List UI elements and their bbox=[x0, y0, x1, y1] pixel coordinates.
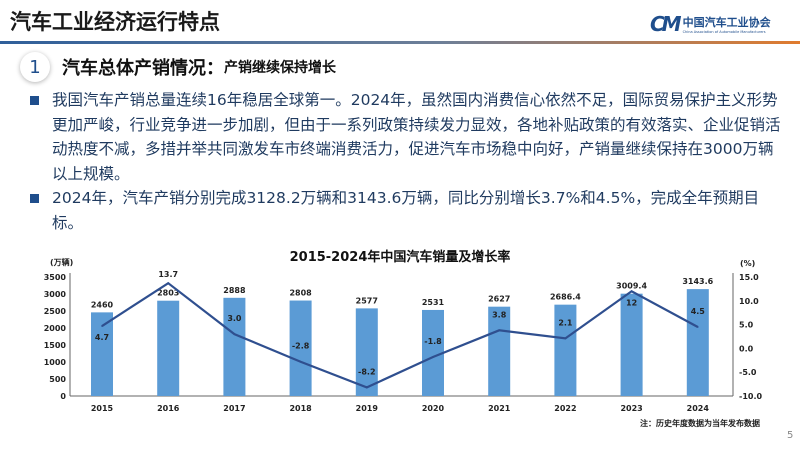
x-tick-label: 2016 bbox=[157, 404, 180, 413]
caam-logo-mark-icon: CM bbox=[650, 12, 682, 36]
bar bbox=[488, 306, 511, 396]
x-tick-label: 2020 bbox=[422, 404, 445, 413]
line-point bbox=[167, 282, 169, 284]
bar-value-label: 2803 bbox=[157, 289, 179, 298]
header-divider bbox=[0, 41, 800, 44]
bullet-item: 我国汽车产销总量连续16年稳居全球第一。2024年，虽然国内消费信心依然不足，国… bbox=[26, 88, 786, 186]
bar-value-label: 3009.4 bbox=[616, 282, 647, 291]
section-subheading: 产销继续保持增长 bbox=[224, 60, 336, 76]
x-tick-label: 2017 bbox=[223, 404, 245, 413]
bullet-item: 2024年，汽车产销分别完成3128.2万辆和3143.6万辆，同比分别增长3.… bbox=[26, 186, 786, 235]
right-tick-label: 5.0 bbox=[739, 321, 754, 330]
bar-value-label: 3143.6 bbox=[682, 277, 713, 286]
bar bbox=[223, 297, 246, 396]
left-tick-label: 1500 bbox=[44, 341, 67, 350]
bar bbox=[422, 309, 444, 396]
line-value-label: 3.8 bbox=[492, 310, 507, 319]
left-tick-label: 0 bbox=[60, 392, 66, 401]
growth-rate-line bbox=[101, 281, 699, 389]
bullet-square-icon bbox=[30, 96, 39, 105]
left-tick-label: 500 bbox=[49, 375, 66, 384]
line-point bbox=[233, 333, 236, 335]
bar bbox=[554, 304, 577, 396]
bullet-text: 2024年，汽车产销分别完成3128.2万辆和3143.6万辆，同比分别增长3.… bbox=[52, 189, 760, 232]
bar-value-label: 2888 bbox=[223, 286, 246, 295]
x-tick-label: 2023 bbox=[620, 404, 642, 413]
line-point bbox=[299, 360, 302, 363]
x-tick-label: 2022 bbox=[554, 404, 576, 413]
bar bbox=[686, 289, 709, 396]
x-tick-label: 2024 bbox=[687, 404, 710, 413]
line-point bbox=[564, 337, 567, 340]
left-tick-label: 1000 bbox=[44, 358, 67, 367]
section-header: 1 汽车总体产销情况： 产销继续保持增长 bbox=[20, 52, 336, 82]
logo-en-text: China Association of Automobile Manufact… bbox=[682, 30, 766, 34]
right-tick-label: -5.0 bbox=[739, 368, 757, 377]
bar bbox=[157, 300, 180, 396]
bar bbox=[91, 312, 113, 396]
bullet-square-icon bbox=[30, 194, 39, 203]
line-value-label: 13.7 bbox=[158, 270, 178, 279]
line-value-label: 3.0 bbox=[227, 314, 242, 323]
left-tick-label: 3000 bbox=[44, 290, 67, 299]
line-point bbox=[697, 326, 699, 328]
left-tick-label: 2500 bbox=[44, 307, 67, 316]
line-value-label: 12 bbox=[626, 298, 637, 307]
line-value-label: -1.8 bbox=[424, 337, 442, 346]
right-axis-unit: (%) bbox=[740, 259, 755, 268]
left-tick-label: 2000 bbox=[44, 324, 67, 333]
line-value-label: -2.8 bbox=[292, 342, 310, 351]
x-tick-label: 2018 bbox=[289, 404, 312, 413]
right-tick-label: 15.0 bbox=[739, 273, 759, 282]
line-point bbox=[366, 386, 368, 389]
bar-value-label: 2531 bbox=[422, 298, 445, 307]
left-axis-unit: (万辆) bbox=[50, 257, 73, 267]
bar-value-label: 2808 bbox=[289, 289, 312, 298]
line-point bbox=[498, 329, 501, 332]
logo-cn-text: 中国汽车工业协会 bbox=[682, 16, 771, 29]
bar-value-label: 2627 bbox=[488, 295, 510, 304]
section-number: 1 bbox=[20, 52, 50, 82]
x-tick-label: 2019 bbox=[356, 404, 379, 413]
bullet-list: 我国汽车产销总量连续16年稳居全球第一。2024年，虽然国内消费信心依然不足，国… bbox=[26, 88, 786, 235]
right-tick-label: 10.0 bbox=[739, 297, 759, 306]
chart-title: 2015-2024年中国汽车销量及增长率 bbox=[290, 249, 511, 265]
line-point bbox=[630, 290, 633, 293]
x-tick-label: 2015 bbox=[91, 404, 114, 413]
bar-value-label: 2460 bbox=[91, 300, 114, 309]
bar-value-label: 2686.4 bbox=[550, 293, 581, 302]
bullet-text: 我国汽车产销总量连续16年稳居全球第一。2024年，虽然国内消费信心依然不足，国… bbox=[52, 91, 781, 183]
right-tick-label: -10.0 bbox=[739, 392, 762, 401]
left-tick-label: 3500 bbox=[44, 273, 67, 282]
right-tick-label: 0.0 bbox=[739, 344, 754, 353]
chart-note: 注：历史年度数据为当年发布数据 bbox=[640, 418, 760, 428]
bar bbox=[355, 308, 378, 396]
line-point bbox=[101, 325, 103, 327]
line-point bbox=[432, 356, 434, 358]
section-heading: 汽车总体产销情况： bbox=[62, 58, 224, 79]
page-number: 5 bbox=[787, 430, 794, 441]
bar bbox=[289, 300, 312, 396]
bar bbox=[620, 293, 643, 396]
line-value-label: -8.2 bbox=[358, 367, 376, 376]
line-value-label: 4.7 bbox=[95, 333, 109, 342]
slide-title: 汽车工业经济运行特点 bbox=[10, 10, 220, 34]
bar-value-label: 2577 bbox=[356, 296, 378, 305]
line-value-label: 2.1 bbox=[558, 318, 573, 327]
x-tick-label: 2021 bbox=[488, 404, 511, 413]
caam-logo: CM 中国汽车工业协会 China Association of Automob… bbox=[650, 12, 771, 36]
line-value-label: 4.5 bbox=[691, 307, 706, 316]
